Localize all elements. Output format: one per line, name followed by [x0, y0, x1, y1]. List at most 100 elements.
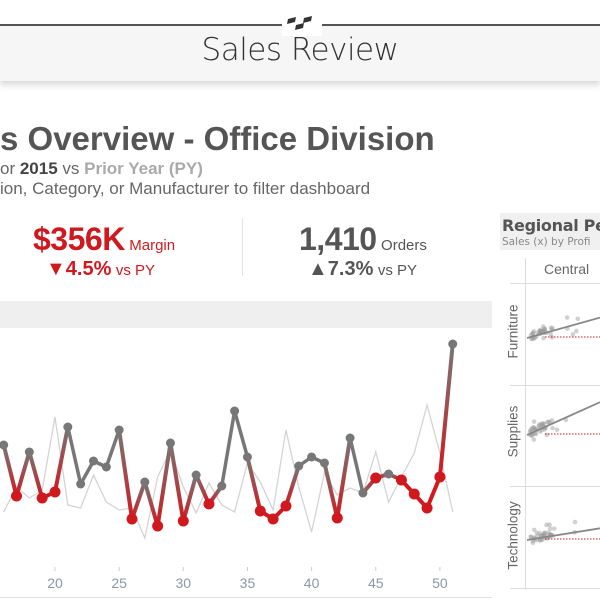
current-year-segment [117, 428, 134, 521]
week-point[interactable] [140, 477, 150, 487]
scatter-point [574, 328, 579, 334]
scatter-point [528, 534, 534, 540]
current-year-segment [27, 450, 45, 500]
kpi-orders-change-value: 7.3% [327, 258, 374, 280]
dashboard-title: Sales Review [201, 32, 399, 68]
weekly-sales-chart[interactable]: 20 25 30 35 40 45 50 [0, 330, 492, 598]
regional-subtitle: Sales (x) by Profi [502, 236, 591, 248]
x-tick-label: 35 [240, 575, 256, 591]
week-point[interactable] [421, 502, 433, 514]
scatter-point [542, 532, 547, 538]
week-point[interactable] [63, 422, 73, 432]
week-point[interactable] [203, 498, 215, 510]
scatter-point [547, 522, 552, 527]
subtitle-py: Prior Year (PY) [84, 159, 203, 178]
current-year-segment [129, 480, 147, 521]
x-tick-label: 25 [111, 575, 127, 591]
week-point[interactable] [24, 447, 34, 457]
week-point[interactable] [370, 472, 382, 484]
week-point[interactable] [0, 440, 9, 450]
week-point[interactable] [230, 406, 240, 416]
current-year-segment [425, 475, 442, 510]
x-axis-line [0, 597, 492, 598]
week-point[interactable] [101, 462, 111, 472]
week-point[interactable] [307, 452, 317, 462]
week-point[interactable] [331, 512, 343, 524]
week-point[interactable] [319, 458, 329, 468]
current-year-segment [220, 409, 237, 488]
week-point[interactable] [254, 505, 266, 517]
scatter-point [528, 534, 534, 540]
current-year-segment [322, 461, 340, 520]
scatter-point [549, 418, 555, 423]
trend-line [526, 527, 600, 541]
chart-header-bar [0, 301, 492, 328]
scatter-point [572, 519, 578, 525]
week-point[interactable] [408, 488, 420, 500]
week-point[interactable] [267, 513, 279, 525]
week-point[interactable] [165, 438, 175, 448]
scatter-point [528, 427, 533, 433]
kpi-margin-value: $356K [33, 221, 125, 257]
kpi-orders-label: Orders [381, 237, 427, 254]
scatter-point [534, 530, 540, 536]
kpi-margin: $356K Margin [33, 221, 175, 258]
week-point[interactable] [152, 520, 164, 532]
week-point[interactable] [345, 433, 355, 443]
week-point[interactable] [88, 456, 98, 466]
current-year-segment [232, 409, 250, 459]
week-point[interactable] [434, 471, 446, 483]
week-point[interactable] [49, 486, 61, 498]
week-point[interactable] [76, 479, 86, 489]
page-title: s Overview - Office Division [0, 120, 435, 157]
week-point[interactable] [11, 490, 23, 502]
week-point[interactable] [242, 452, 252, 462]
week-point[interactable] [114, 425, 124, 435]
scatter-point [541, 421, 546, 427]
trend-line [526, 401, 600, 436]
prior-year-line [3, 402, 454, 541]
current-year-segment [437, 342, 455, 479]
week-point[interactable] [384, 469, 394, 479]
scatter-point [545, 530, 551, 535]
week-point[interactable] [217, 481, 227, 491]
scatter-point [570, 331, 576, 337]
week-point[interactable] [395, 474, 407, 486]
week-point[interactable] [358, 488, 368, 498]
week-point[interactable] [294, 461, 304, 471]
regional-scatter[interactable] [500, 280, 600, 590]
kpi-margin-change-value: 4.5% [65, 258, 112, 280]
column-header-central[interactable]: Central [544, 261, 590, 277]
x-tick-label: 40 [304, 575, 320, 591]
week-point[interactable] [177, 515, 189, 527]
x-tick-label: 30 [176, 575, 192, 591]
current-year-segment [104, 428, 121, 469]
week-point[interactable] [280, 500, 292, 512]
filter-instructions: ion, Category, or Manufacturer to filter… [0, 179, 371, 198]
subtitle-year: 2015 [19, 159, 58, 178]
scatter-point [539, 537, 545, 543]
week-point[interactable] [191, 470, 201, 480]
x-tick-label: 45 [368, 575, 384, 591]
current-year-segment [181, 473, 199, 523]
week-point[interactable] [448, 339, 458, 349]
scatter-point [547, 526, 553, 531]
week-point[interactable] [126, 513, 138, 525]
scatter-point [550, 425, 555, 431]
scatter-point [530, 330, 536, 336]
week-point[interactable] [36, 492, 48, 504]
scatter-point [548, 331, 553, 337]
scatter-point [537, 327, 543, 333]
x-tick-label: 20 [47, 575, 63, 591]
current-year-segment [335, 436, 353, 520]
current-year-segment [155, 441, 173, 528]
subtitle-prefix: or [0, 159, 20, 178]
scatter-point [550, 326, 555, 331]
kpi-orders-change: ▲7.3% vs PY [308, 258, 417, 281]
scatter-point [540, 324, 546, 329]
subtitle-mid: vs [57, 159, 85, 178]
current-year-segment [245, 455, 263, 513]
scatter-point [546, 419, 551, 425]
scatter-point [548, 325, 554, 330]
kpi-divider [242, 218, 243, 276]
